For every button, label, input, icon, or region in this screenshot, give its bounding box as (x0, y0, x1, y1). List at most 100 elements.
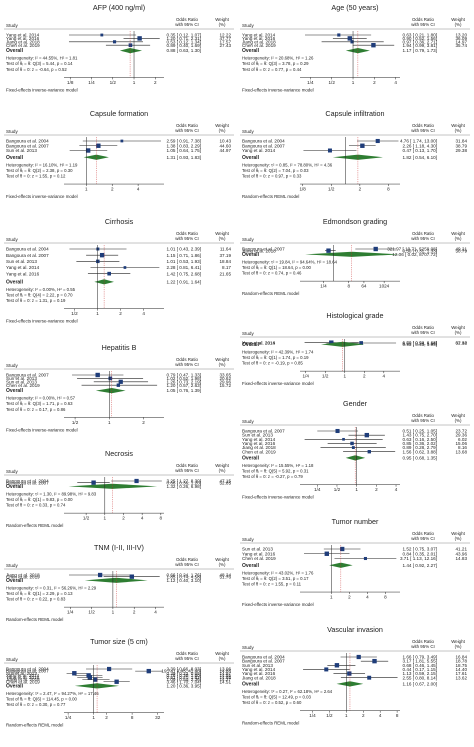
study-weight: 13.20 (456, 33, 468, 38)
study-label: Bangoura et al. 2007 (242, 143, 285, 148)
model-footnote: Random-effects REML model (6, 523, 63, 528)
panel-title: Tumor size (5 cm) (90, 637, 148, 646)
study-ci-text: 1.43 [ 0.75, 2.70] (403, 433, 437, 438)
study-label: Sun et al. 2013 (242, 547, 273, 552)
stat-line: Test of θᵢ = θ: Q(6) = 114.45, p = 0.00 (6, 696, 78, 701)
study-label: Bangoura et al. 2007 (242, 429, 285, 434)
model-footnote: Fixed-effects inverse-variance model (242, 87, 314, 92)
study-marker (359, 341, 364, 345)
stat-line: Test of θᵢ = θ: Q(1) = 18.64, p = 0.00 (242, 265, 311, 270)
column-header-weight: Weight (451, 325, 465, 330)
column-header-weight: Weight (215, 231, 229, 236)
x-tick-label: 2 (122, 516, 125, 521)
overall-label: Overall (6, 388, 24, 394)
x-tick-label: 8 (387, 187, 390, 192)
stat-line: Test of θ = 0: z = -0.27, p = 0.79 (242, 474, 303, 479)
study-weight: 35.74 (456, 43, 468, 48)
x-tick-label: 2 (105, 715, 108, 720)
x-tick-label: 8 (160, 516, 163, 521)
study-marker (329, 340, 334, 345)
overall-label: Overall (6, 48, 24, 54)
stat-line: Test of θᵢ = θ: Q(3) = 3.78, p = 0.29 (242, 61, 309, 66)
x-tick-label: 1 (108, 420, 111, 425)
overall-ci-text: 12.06 [ 0.02, 8707.72] (392, 252, 437, 257)
panel-title: Age (50 years) (331, 3, 378, 12)
x-tick-label: 1/4 (309, 713, 316, 718)
column-header-or: Odds Ratio (176, 17, 199, 22)
stat-line: Test of θ = 0: z = -0.19, p = 0.85 (242, 361, 303, 366)
overall-diamond (95, 388, 126, 394)
study-marker (334, 663, 340, 668)
study-ci-text: 0.84 [ 0.35, 2.01] (403, 551, 437, 556)
study-label: Bangoura et al. 2007 (6, 143, 49, 148)
study-ci-text: 321.97 [ 19.71, 5259.08] (387, 247, 437, 252)
study-weight: 14.27 (220, 677, 232, 682)
x-tick-label: 1/2 (329, 80, 336, 85)
study-ci-text: 0.66 [ 0.36, 1.20] (167, 480, 201, 485)
stat-line: Heterogeneity: I² = 15.55%, H² = 1.18 (242, 463, 314, 468)
study-ci-text: 1.94 [ 0.99, 3.81] (403, 43, 437, 48)
study-weight: 8.16 (458, 445, 467, 450)
column-header-weight: Weight (215, 651, 229, 656)
study-weight: 51.76 (220, 574, 232, 579)
stat-line: Test of θᵢ = θ: Q(5) = 12.49, p = 0.03 (242, 694, 311, 699)
model-footnote: Random-effects REML model (242, 291, 299, 296)
x-tick-label: 1/2 (322, 374, 329, 379)
overall-ci-text: 0.88 [ 0.63, 1.30] (167, 48, 201, 53)
study-label: Yang et al. 2016 (242, 551, 276, 556)
column-header-weight: Weight (215, 463, 229, 468)
column-header-study: Study (242, 645, 254, 650)
study-weight: 13.68 (456, 449, 468, 454)
study-label: Jiang et al. 2018 (242, 445, 276, 450)
study-weight: 14.51 (220, 679, 232, 684)
overall-label: Overall (242, 252, 260, 258)
study-weight: 14.97 (220, 671, 232, 676)
study-weight: 23.72 (456, 429, 468, 434)
study-marker (337, 33, 341, 37)
column-header-or: with 95% CI (411, 644, 434, 649)
column-header-study: Study (242, 23, 254, 28)
study-label: Yang et al. 2014 (6, 33, 40, 38)
panel-title: Histological grade (326, 311, 383, 320)
study-marker (100, 33, 104, 37)
column-header-weight: (%) (455, 128, 462, 133)
x-tick-label: 1 (112, 610, 115, 615)
x-tick-label: 2 (363, 374, 366, 379)
study-marker (108, 376, 113, 381)
overall-ci-text: 0.93 [ 0.43, 1.99] (403, 342, 437, 347)
study-label: Yang et al. 2014 (242, 667, 276, 672)
study-marker (324, 667, 329, 672)
x-tick-label: 1/4 (65, 715, 72, 720)
column-header-weight: Weight (451, 531, 465, 536)
column-header-or: with 95% CI (411, 128, 434, 133)
study-label: Chen et al. 2019 (6, 383, 40, 388)
overall-label: Overall (6, 279, 24, 285)
column-header-or: Odds Ratio (412, 413, 435, 418)
overall-ci-text: 0.95 [ 0.68, 1.35] (403, 455, 437, 460)
study-label: Bangoura et al. 2007 (6, 253, 49, 258)
x-tick-label: 1/2 (334, 487, 341, 492)
overall-diamond (94, 279, 114, 285)
study-label: Bangoura et al. 2004 (242, 655, 285, 660)
stat-line: Test of θᵢ = θ: Q(3) = 5.44, p = 0.14 (6, 61, 73, 66)
column-header-study: Study (6, 129, 18, 134)
column-header-or: with 95% CI (175, 128, 198, 133)
panel-title: Edmondson grading (323, 217, 387, 226)
column-header-weight: Weight (451, 639, 465, 644)
study-weight: 15.72 (220, 383, 232, 388)
study-label: Jiang et al. 2018 (242, 675, 276, 680)
x-tick-label: 4 (394, 80, 397, 85)
x-tick-label: 1 (92, 715, 95, 720)
overall-diamond (305, 251, 400, 257)
study-ci-text: 1.09 [ 0.54, 2.36] (167, 677, 201, 682)
column-header-study: Study (6, 23, 18, 28)
column-header-weight: (%) (219, 236, 226, 241)
column-header-study: Study (6, 469, 18, 474)
x-tick-label: 2 (348, 595, 351, 600)
column-header-weight: Weight (215, 357, 229, 362)
x-tick-label: 2 (119, 311, 122, 316)
